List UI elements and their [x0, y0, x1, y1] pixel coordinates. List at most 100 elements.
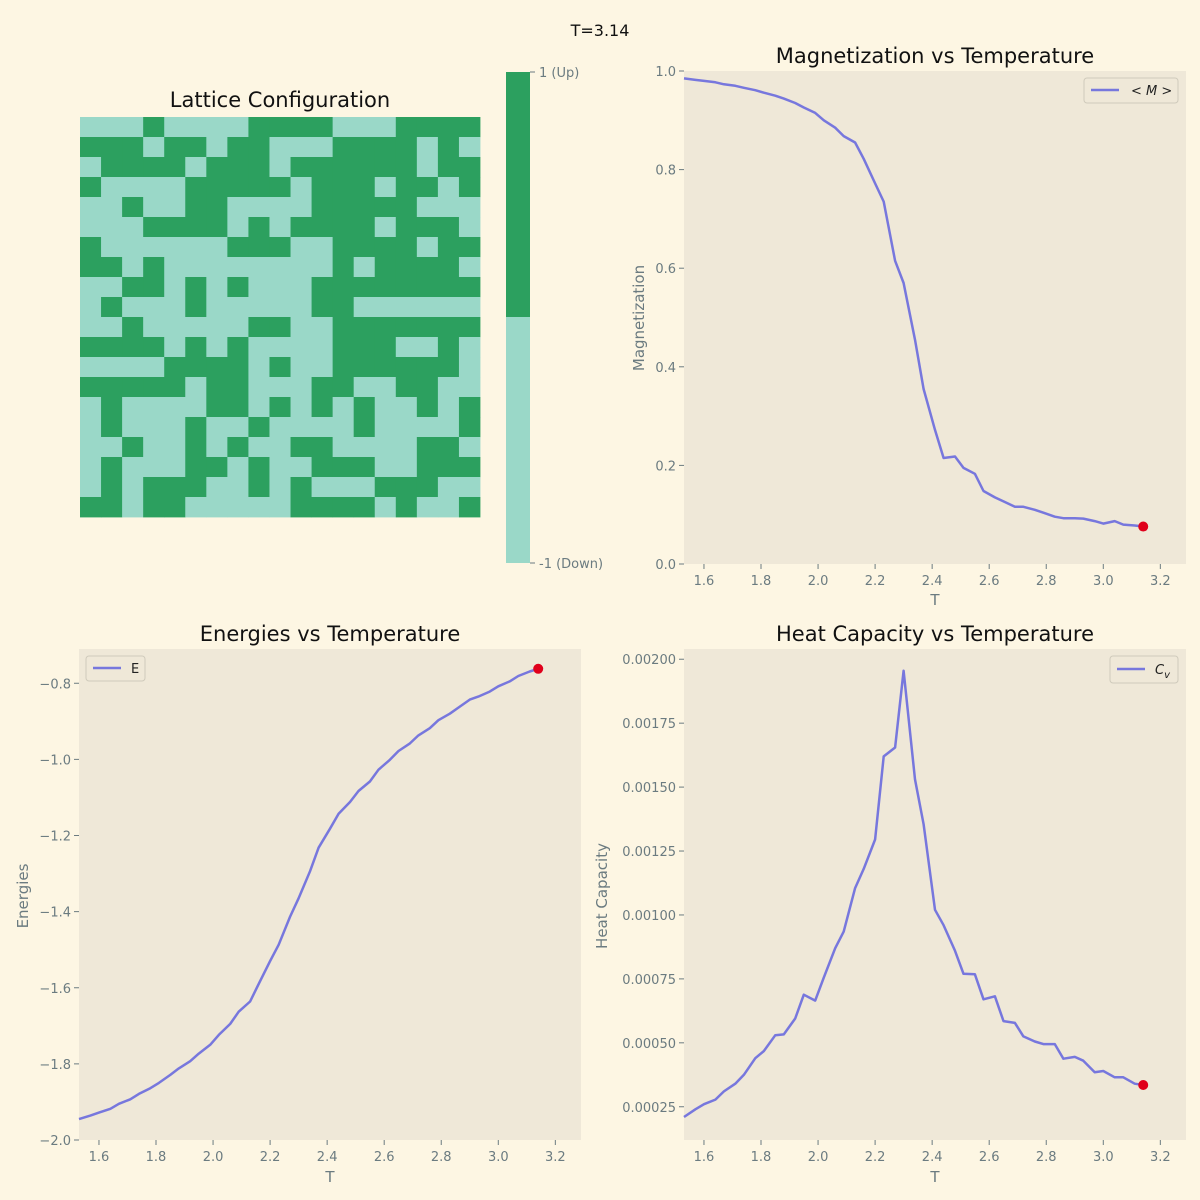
lattice-cell	[437, 257, 460, 278]
lattice-cell	[185, 137, 207, 158]
energies-xtick-label: 3.2	[545, 1150, 566, 1165]
lattice-cell	[458, 357, 481, 378]
lattice-cell	[227, 137, 249, 158]
energies-ytick-label: −1.8	[39, 1058, 71, 1073]
lattice-cell	[353, 277, 376, 298]
lattice-cell	[164, 397, 186, 418]
lattice-cell	[101, 417, 123, 438]
lattice-cell	[143, 417, 165, 438]
lattice-cell	[227, 217, 249, 238]
lattice-cell	[227, 177, 249, 198]
lattice-cell	[143, 317, 165, 338]
lattice-cell	[164, 457, 186, 478]
lattice-cell	[332, 277, 355, 298]
lattice-cell	[332, 317, 355, 338]
lattice-cell	[122, 457, 144, 478]
lattice-cell	[164, 237, 186, 258]
lattice-cell	[248, 217, 270, 238]
lattice-cell	[311, 497, 334, 518]
heat-capacity-ytick-label: 0.00025	[622, 1101, 676, 1116]
lattice-cell	[416, 377, 439, 398]
lattice-cell	[206, 317, 228, 338]
lattice-cell	[437, 157, 460, 178]
lattice-cell	[437, 357, 460, 378]
lattice-cell	[143, 157, 165, 178]
magnetization-ytick-label: 0.2	[655, 459, 676, 474]
lattice-cell	[332, 417, 355, 438]
lattice-cell	[416, 397, 439, 418]
magnetization-series-line	[683, 77, 1144, 528]
lattice-cell	[164, 317, 186, 338]
lattice-cell	[458, 317, 481, 338]
lattice-cell	[374, 137, 397, 158]
lattice-cell	[101, 477, 123, 498]
lattice-cell	[185, 217, 207, 238]
lattice-cell	[437, 337, 460, 358]
lattice-cell	[164, 337, 186, 358]
lattice-cell	[311, 177, 334, 198]
lattice-cell	[290, 277, 312, 298]
lattice-cell	[416, 257, 439, 278]
energies-plot	[78, 663, 544, 1121]
lattice-cell	[80, 417, 102, 438]
lattice-cell	[332, 117, 355, 138]
lattice-cell	[395, 417, 418, 438]
magnetization-xtick-label: 2.2	[865, 574, 886, 589]
magnetization-ytick-label: 0.4	[655, 361, 676, 376]
lattice-cell	[395, 237, 418, 258]
magnetization-xtick-label: 2.0	[808, 574, 829, 589]
lattice-cell	[290, 297, 312, 318]
lattice-cell	[458, 197, 481, 218]
lattice-cell	[374, 477, 397, 498]
lattice-cell	[227, 157, 249, 178]
lattice-cell	[353, 357, 376, 378]
lattice-cell	[332, 257, 355, 278]
lattice-cell	[185, 257, 207, 278]
energies-ylabel: Energies	[14, 863, 32, 928]
lattice-cell	[416, 177, 439, 198]
lattice-cell	[101, 317, 123, 338]
lattice-cell	[269, 177, 291, 198]
lattice-cell	[332, 177, 355, 198]
lattice-cell	[80, 477, 102, 498]
lattice-cell	[206, 437, 228, 458]
lattice-cell	[311, 357, 334, 378]
lattice-cell	[206, 377, 228, 398]
lattice-cell	[80, 497, 102, 518]
lattice-cell	[458, 377, 481, 398]
lattice-cell	[437, 277, 460, 298]
lattice-cell	[374, 457, 397, 478]
lattice-cell	[269, 437, 291, 458]
lattice-cell	[353, 397, 376, 418]
lattice-cell	[269, 277, 291, 298]
lattice-cell	[395, 257, 418, 278]
lattice-cell	[311, 477, 334, 498]
heat-capacity-legend-symbol: C	[1155, 663, 1165, 678]
lattice-cell	[437, 497, 460, 518]
lattice-cell	[290, 257, 312, 278]
lattice-cell	[164, 297, 186, 318]
lattice-cell	[311, 337, 334, 358]
lattice-cell	[101, 157, 123, 178]
energies-ytick-label: −1.2	[39, 830, 71, 845]
energies-ytick-label: −2.0	[39, 1134, 71, 1149]
lattice-cell	[332, 197, 355, 218]
lattice-cell	[374, 157, 397, 178]
lattice-cell	[374, 237, 397, 258]
lattice-cell	[353, 217, 376, 238]
lattice-cell	[437, 137, 460, 158]
lattice-cell	[437, 197, 460, 218]
lattice-cell	[269, 137, 291, 158]
magnetization-ytick-label: 0.0	[655, 558, 676, 573]
lattice-cell	[227, 497, 249, 518]
lattice-cell	[206, 217, 228, 238]
lattice-cell	[332, 157, 355, 178]
heat-capacity-ytick-label: 0.00075	[622, 973, 676, 988]
lattice-cell	[101, 357, 123, 378]
lattice-cell	[80, 357, 102, 378]
lattice-cell	[143, 357, 165, 378]
lattice-cell	[227, 377, 249, 398]
lattice-cell	[269, 257, 291, 278]
lattice-cell	[227, 297, 249, 318]
lattice-cell	[290, 157, 312, 178]
